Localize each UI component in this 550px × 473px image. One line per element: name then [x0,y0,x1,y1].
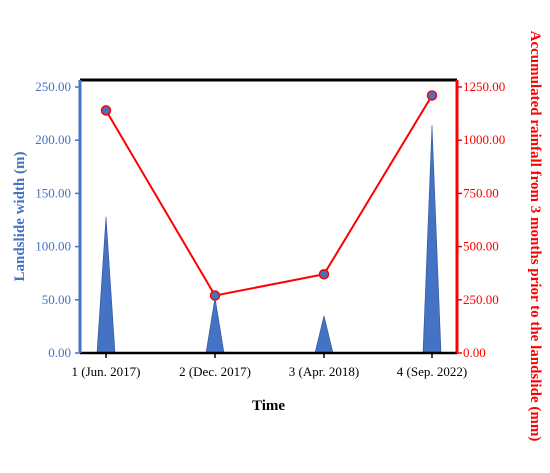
left-tick-label: 100.00 [35,239,71,254]
bar-3 [314,315,334,354]
left-tick-label: 0.00 [48,345,71,360]
x-tick-label: 1 (Jun. 2017) [72,364,141,379]
bar-1 [96,216,116,354]
right-tick-label: 0.00 [463,345,486,360]
left-tick-label: 50.00 [42,292,71,307]
left-tick-label: 250.00 [35,79,71,94]
right-tick-label: 1000.00 [463,132,505,147]
x-axis-title: Time [252,398,285,414]
right-tick-label: 250.00 [463,292,499,307]
rainfall-point-4 [426,90,438,101]
bar-4 [422,125,442,354]
x-tick-label: 4 (Sep. 2022) [397,364,467,379]
plot-frame [78,78,459,355]
bar-series-landslide-width [96,125,442,354]
right-tick-label: 1250.00 [463,79,505,94]
rainfall-point-2 [209,290,221,301]
tick-labels: 0.00 50.00 100.00 150.00 200.00 250.00 0.00 250… [35,79,505,379]
rainfall-point-1 [100,105,112,116]
left-axis-title: Landslide width (m) [12,151,28,281]
right-axis-title: Accumulated rainfall from 3 months prior… [527,31,543,442]
right-tick-label: 750.00 [463,185,499,200]
line-series-rainfall [100,90,438,301]
rainfall-line [105,94,433,297]
x-tick-label: 2 (Dec. 2017) [179,364,251,379]
right-tick-label: 500.00 [463,239,499,254]
bar-2 [205,297,225,354]
left-tick-label: 200.00 [35,132,71,147]
x-tick-label: 3 (Apr. 2018) [289,364,359,379]
left-tick-label: 150.00 [35,185,71,200]
rainfall-point-3 [318,269,330,280]
